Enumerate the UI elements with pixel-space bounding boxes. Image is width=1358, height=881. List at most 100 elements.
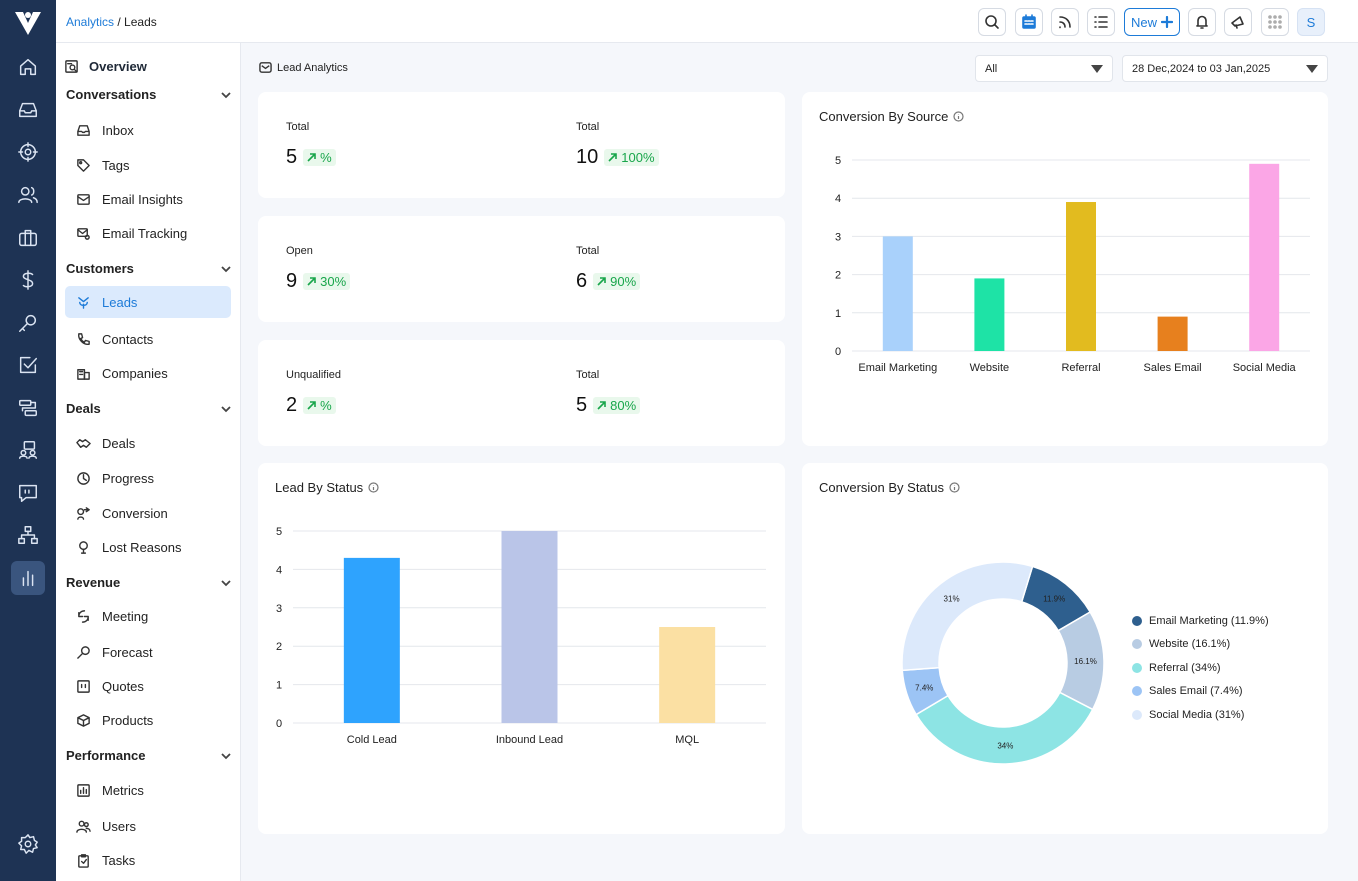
briefcase-icon[interactable] [11,221,45,255]
feed-button[interactable] [1051,8,1079,36]
calendar-button[interactable] [1015,8,1043,36]
sidebar-item-tasks[interactable]: Tasks [65,844,231,876]
chat-quote-icon[interactable] [11,476,45,510]
inbox-icon[interactable] [11,93,45,127]
apps-button[interactable] [1261,8,1289,36]
filter-select-value: All [985,62,998,75]
arrow-up-right-icon [597,401,606,410]
slice-label: 34% [997,741,1013,750]
conversion-by-status-chart: 11.9% 16.1% 34% 7.4% 31% [901,561,1105,765]
stat-open: Open 9 30% [286,245,351,293]
sidebar-item-email-insights[interactable]: Email Insights [65,183,231,215]
section-performance[interactable]: Performance [66,748,232,763]
legend-label: Referral (34%) [1149,661,1221,674]
sidebar-item-forecast[interactable]: Forecast [65,636,231,668]
lost-reasons-icon [79,540,88,554]
breadcrumb-analytics-link[interactable]: Analytics [66,15,115,29]
sidebar-item-quotes[interactable]: Quotes [65,670,231,702]
settings-icon[interactable] [11,827,45,861]
sidebar-item-label: Lost Reasons [102,539,182,555]
sidebar-item-label: Contacts [102,331,154,347]
filter-select[interactable]: All [975,55,1113,82]
legend-label: Website (16.1%) [1149,638,1231,651]
sidebar-item-users[interactable]: Users [65,810,231,842]
workflow-icon[interactable] [11,391,45,425]
sidebar-item-email-tracking[interactable]: Email Tracking [65,217,231,249]
progress-icon [77,471,90,485]
legend-swatch [1132,639,1142,650]
sidebar-item-metrics[interactable]: Metrics [65,774,231,806]
org-chart-icon[interactable] [11,518,45,552]
y-tick-label: 0 [835,346,841,358]
stat-change: 90% [610,274,637,289]
search-button[interactable] [978,8,1006,36]
key-icon[interactable] [11,306,45,340]
support-icon[interactable] [11,433,45,467]
bar [659,627,716,723]
handshake-icon [76,438,91,448]
arrow-up-right-icon [597,277,606,286]
plus-icon [1161,16,1173,28]
sidebar-item-label: Leads [102,294,138,310]
announcements-button[interactable] [1224,8,1252,36]
stat-value: 9 [286,270,298,292]
stat-total: Total 6 90% [576,245,641,293]
conversion-by-status-card: Conversion By Status 11.9% 16.1% 34% 7.4% 31… [802,463,1328,834]
sidebar-item-leads[interactable]: Leads [65,286,231,318]
chart-title-text: Conversion By Source [819,109,949,124]
sidebar-item-tags[interactable]: Tags [65,149,231,181]
sidebar-item-lost-reasons[interactable]: Lost Reasons [65,531,231,563]
date-range-select[interactable]: 28 Dec,2024 to 03 Jan,2025 [1122,55,1328,82]
new-button[interactable]: New [1124,8,1180,36]
sidebar-item-companies[interactable]: Companies [65,357,231,389]
phone-icon [78,332,90,345]
stat-card: Open 9 30% Total 6 90% [258,216,785,322]
sidebar-item-progress[interactable]: Progress [65,462,231,494]
legend-swatch [1132,709,1142,720]
stat-change: % [320,398,332,413]
users-icon[interactable] [11,178,45,212]
chart-title: Lead By Status [275,480,379,495]
dollar-icon[interactable] [11,263,45,297]
legend-label: Email Marketing (11.9%) [1149,614,1269,627]
section-deals[interactable]: Deals [66,401,232,416]
analytics-icon[interactable] [11,561,45,595]
list-icon [1094,16,1108,28]
legend-item: Email Marketing (11.9%) [1132,609,1269,633]
conversion-icon [77,506,90,520]
stat-change: % [320,150,332,165]
sidebar-item-conversion[interactable]: Conversion [65,497,231,529]
sidebar-item-label: Email Tracking [102,225,188,241]
section-conversations[interactable]: Conversations [66,87,232,102]
list-button[interactable] [1087,8,1115,36]
sidebar-item-contacts[interactable]: Contacts [65,323,231,355]
home-icon[interactable] [11,50,45,84]
sidebar-item-deals[interactable]: Deals [65,427,231,459]
checkbox-icon[interactable] [11,348,45,382]
sidebar-item-inbox[interactable]: Inbox [65,114,231,146]
section-customers[interactable]: Customers [66,261,232,276]
sidebar-overview[interactable]: Overview [64,59,147,74]
stat-value: 10 [576,146,599,168]
caret-down-icon [1306,65,1318,73]
calendar-icon [1022,14,1036,29]
stat-change: 30% [320,274,347,289]
sidebar-overview-label: Overview [89,59,147,74]
legend-item: Referral (34%) [1132,656,1269,680]
sidebar-item-label: Tasks [102,852,136,868]
info-icon [368,482,379,493]
sidebar-item-products[interactable]: Products [65,704,231,736]
section-revenue[interactable]: Revenue [66,575,232,590]
section-title: Lead Analytics [277,61,348,74]
stat-change: 80% [610,398,637,413]
notifications-button[interactable] [1188,8,1216,36]
legend-label: Sales Email (7.4%) [1149,685,1243,698]
legend-swatch [1132,686,1142,697]
lead-analytics-heading: Lead Analytics [259,61,348,74]
sidebar-item-meeting[interactable]: Meeting [65,600,231,632]
user-avatar[interactable]: S [1297,8,1325,36]
sidebar-item-label: Deals [102,435,136,451]
section-title: Performance [66,748,146,763]
box-icon [77,713,90,727]
target-icon[interactable] [11,135,45,169]
